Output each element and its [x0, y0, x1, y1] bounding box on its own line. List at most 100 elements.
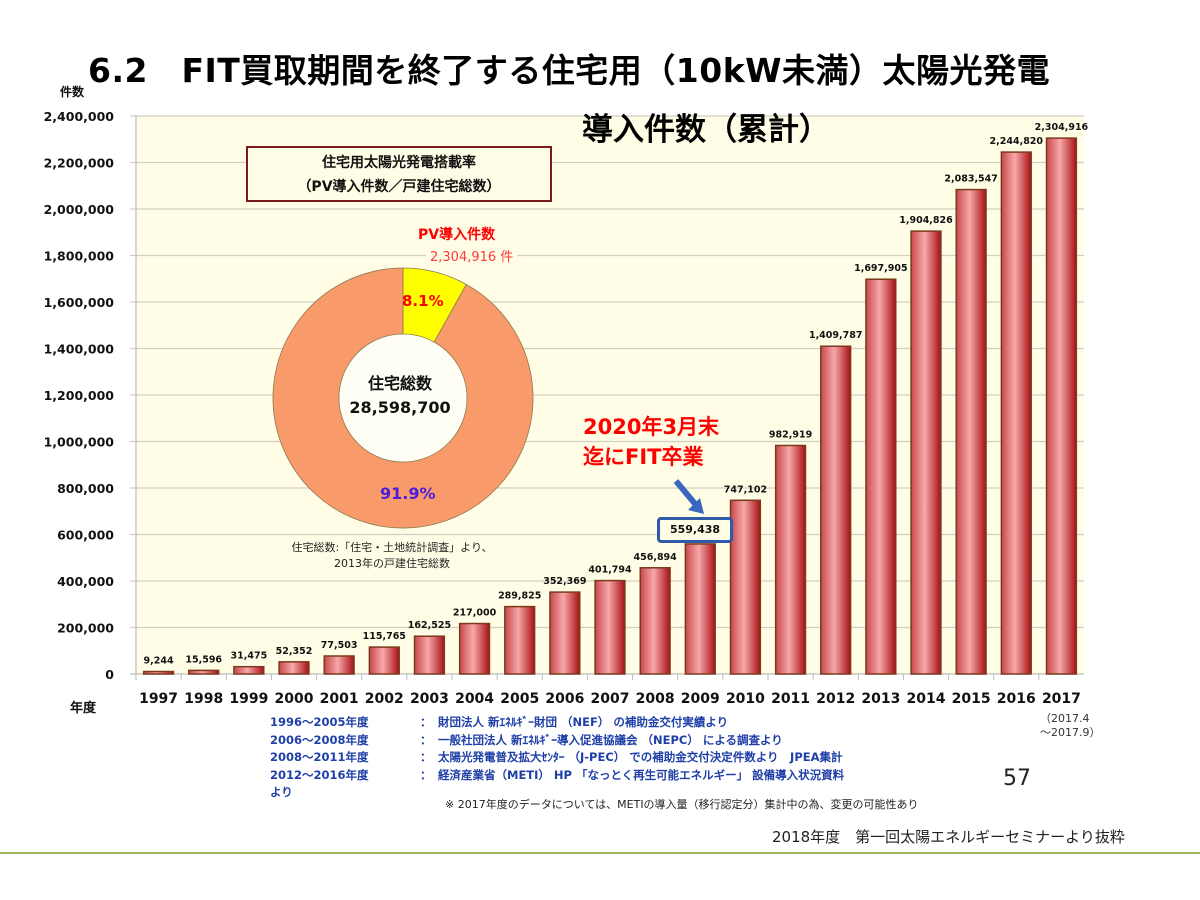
source-period: 2006～2008年度 [270, 732, 369, 747]
data-label: 115,765 [363, 631, 406, 642]
pie-label-pv: 8.1% [402, 292, 444, 310]
y-tick-label: 1,400,000 [44, 342, 115, 357]
x-tick-label: 2006 [545, 691, 584, 707]
x-tick-label: 2010 [726, 691, 765, 707]
source-colon: ： [420, 732, 432, 747]
y-axis-label: 件数 [60, 84, 85, 99]
bar [278, 661, 310, 675]
bar [820, 345, 852, 675]
bar [639, 567, 671, 675]
x-tick-label: 1999 [229, 691, 268, 707]
bar [413, 635, 446, 675]
bar [1045, 137, 1078, 675]
bar [865, 278, 897, 675]
data-label: 31,475 [231, 651, 268, 662]
y-axis-ticks: 0 200,000 400,000 600,000 800,000 1,000,000 1,… [44, 109, 115, 682]
bar [549, 591, 581, 675]
x-tick-label: 2003 [410, 691, 449, 707]
x-tick-label: 2013 [861, 691, 900, 707]
highlighted-value-box: 559,438 [657, 517, 733, 543]
data-label: 2,083,547 [944, 174, 998, 185]
fit-graduation-annotation: 2020年3月末 迄にFIT卒業 [583, 412, 719, 472]
bar [910, 230, 942, 675]
y-tick-label: 0 [105, 667, 114, 682]
x-tick-label: 2016 [997, 691, 1036, 707]
source-period: 2012～2016年度 [270, 767, 369, 782]
bar [504, 605, 536, 675]
bar [458, 622, 491, 675]
y-tick-label: 600,000 [57, 528, 114, 543]
footnote: ※ 2017年度のデータについては、METIの導入量（移行認定分）集計中の為、変… [445, 798, 919, 811]
bar [774, 444, 807, 675]
y-tick-label: 1,600,000 [44, 295, 115, 310]
data-label: 352,369 [543, 576, 586, 587]
data-label: 401,794 [588, 565, 632, 576]
fit-annotation-line2: 迄にFIT卒業 [583, 445, 704, 469]
donut-title-line1: 住宅用太陽光発電搭載率 [322, 155, 476, 171]
x-tick-label: 2005 [500, 691, 539, 707]
x-tick-label: 2008 [636, 691, 675, 707]
x-tick-label: 2015 [952, 691, 991, 707]
data-label: 2,244,820 [990, 136, 1044, 147]
arrow-icon [673, 479, 704, 514]
bar [684, 543, 716, 675]
data-label: 2,304,916 [1035, 122, 1089, 133]
bar [729, 499, 762, 675]
source-row: 1996～2005年度 ： 財団法人 新ｴﾈﾙｷﾞｰ財団 （NEF） の補助金交付実… [270, 714, 844, 732]
source-text: 太陽光発電普及拡大ｾﾝﾀｰ （J-PEC） での補助金交付決定件数より JPEA… [438, 750, 843, 764]
bar [955, 188, 987, 675]
donut-note-line2: 2013年の戸建住宅総数 [334, 557, 450, 570]
x-tick-label: 2004 [455, 691, 494, 707]
page-number: 57 [1003, 766, 1031, 791]
pv-count: 2,304,916 件 [426, 246, 518, 265]
data-label: 982,919 [769, 429, 812, 440]
x-tick-label: 1998 [184, 691, 223, 707]
source-row: 2008～2011年度 ： 太陽光発電普及拡大ｾﾝﾀｰ （J-PEC） での補助金交… [270, 749, 844, 767]
donut-hole [339, 334, 467, 462]
x-axis-label: 年度 [70, 701, 97, 716]
donut-chart [272, 267, 534, 529]
pie-label-rest: 91.9% [380, 484, 436, 503]
data-label: 1,904,826 [899, 215, 953, 226]
donut-center-value: 28,598,700 [349, 398, 451, 417]
bar [594, 579, 626, 675]
credit-line: 2018年度 第一回太陽エネルギーセミナーより抜粋 [772, 828, 1125, 846]
source-row: より [270, 784, 844, 802]
source-text: 財団法人 新ｴﾈﾙｷﾞｰ財団 （NEF） の補助金交付実績より [438, 715, 729, 729]
data-label: 1,697,905 [854, 263, 908, 274]
footer-divider [0, 852, 1200, 854]
y-tick-label: 2,200,000 [44, 156, 115, 171]
bar [1000, 151, 1032, 675]
source-row: 2006～2008年度 ： 一般社団法人 新ｴﾈﾙｷﾞｰ導入促進協議会 （NEPC）… [270, 732, 844, 750]
x-tick-label: 2011 [771, 691, 810, 707]
pv-label: PV導入件数 [418, 227, 496, 243]
donut-title-box: 住宅用太陽光発電搭載率 （PV導入件数／戸建住宅総数） [246, 146, 552, 202]
bar [142, 670, 175, 675]
donut-note: 住宅総数:「住宅・土地統計調査」より、 2013年の戸建住宅総数 [282, 540, 502, 572]
y-tick-label: 1,800,000 [44, 249, 115, 264]
data-label: 15,596 [185, 654, 222, 665]
source-period: 2008～2011年度 [270, 750, 369, 764]
donut-slice [272, 267, 534, 529]
data-label: 1,409,787 [809, 330, 863, 341]
source-period: より [270, 785, 293, 799]
period-note-line1: （2017.4 [1040, 712, 1090, 725]
period-note-2017: （2017.4 ～2017.9） [1040, 712, 1101, 740]
x-tick-label: 2007 [591, 691, 630, 707]
data-label: 747,102 [724, 484, 767, 495]
x-tick-label: 2000 [275, 691, 314, 707]
donut-note-line1: 住宅総数:「住宅・土地統計調査」より、 [291, 541, 493, 554]
x-tick-label: 2002 [365, 691, 404, 707]
donut-center-label: 住宅総数 28,598,700 [335, 372, 465, 420]
x-tick-label: 2001 [320, 691, 359, 707]
source-text: 経済産業省（METI） HP 「なっとく再生可能エネルギー」 設備導入状況資料 [438, 767, 845, 782]
y-tick-label: 2,400,000 [44, 109, 115, 124]
x-tick-label: 2012 [816, 691, 855, 707]
bar [188, 669, 220, 675]
source-colon: ： [420, 750, 432, 764]
source-text: 一般社団法人 新ｴﾈﾙｷﾞｰ導入促進協議会 （NEPC） による調査より [438, 732, 783, 747]
x-tick-label: 2014 [907, 691, 946, 707]
x-tick-label: 1997 [139, 691, 178, 707]
source-colon: ： [420, 767, 432, 782]
